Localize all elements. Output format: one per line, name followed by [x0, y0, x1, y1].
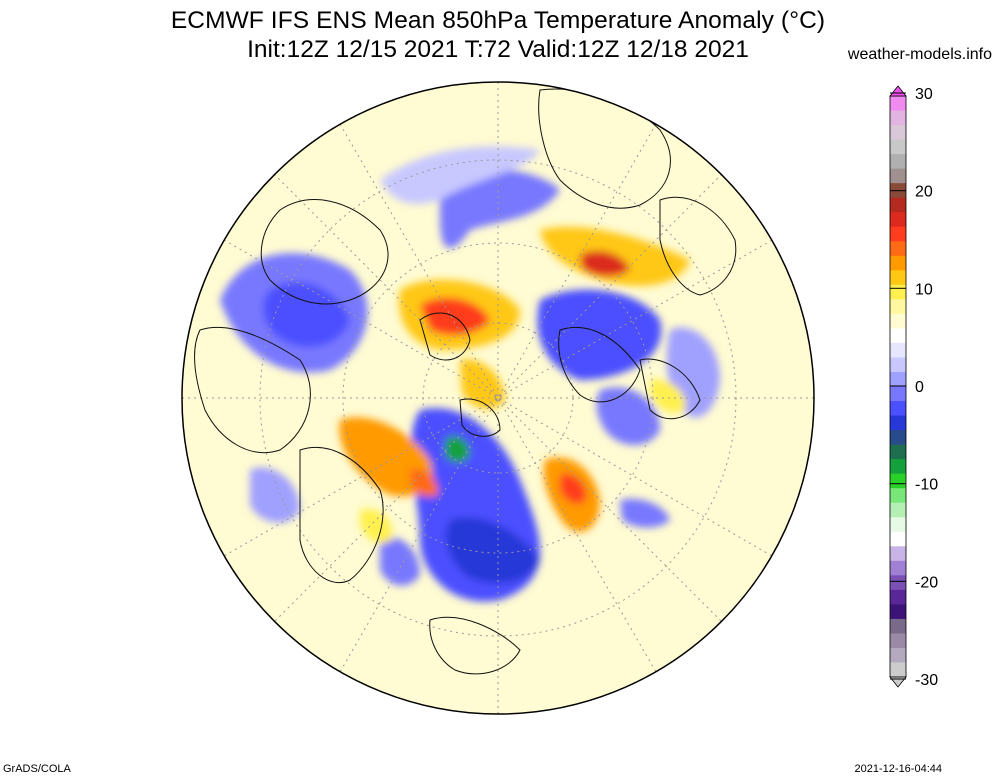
colorbar-block	[890, 502, 906, 518]
map-title: ECMWF IFS ENS Mean 850hPa Temperature An…	[170, 7, 826, 34]
colorbar-label: 30	[915, 86, 933, 103]
warm-anomaly-north-america-core	[410, 469, 439, 497]
colorbar-label: -30	[915, 672, 938, 689]
colorbar-block	[890, 589, 906, 605]
warm-anomaly-central	[460, 359, 505, 409]
colorbar-block	[890, 647, 906, 663]
colorbar-block	[890, 430, 906, 446]
warm-anomaly-arctic-core	[420, 297, 490, 336]
colorbar-block	[890, 328, 906, 344]
colorbar-block	[890, 96, 906, 112]
warm-anomaly-north-america	[339, 417, 433, 497]
colorbar-label: 0	[915, 379, 924, 396]
colorbar-block	[890, 401, 906, 417]
colorbar-block	[890, 241, 906, 257]
colorbar-block	[890, 618, 906, 634]
warm-anomaly-west	[360, 509, 393, 544]
colorbar-block	[890, 488, 906, 504]
cold-anomaly-pacific-green	[445, 435, 470, 463]
colorbar-blocks	[889, 95, 907, 678]
globe-border	[181, 81, 815, 715]
colorbar-block	[890, 604, 906, 620]
colorbar-block	[890, 517, 906, 533]
cold-anomaly-arctic	[440, 169, 560, 249]
colorbar-block	[890, 546, 906, 562]
colorbar-block	[890, 473, 906, 489]
colorbar-labels: 30 20 10 0 -10 -20 -30	[915, 86, 938, 689]
cold-anomaly-greenland	[380, 146, 540, 204]
graticule	[182, 82, 814, 714]
anomaly-field	[182, 82, 814, 714]
colorbar-label: 20	[915, 184, 933, 201]
software-credit: GrADS/COLA	[3, 763, 71, 775]
colorbar-block	[890, 299, 906, 315]
colorbar-block	[890, 371, 906, 388]
colorbar-block	[890, 342, 906, 358]
colorbar-block	[890, 110, 906, 126]
colorbar-block	[890, 212, 906, 228]
colorbar-block	[890, 270, 906, 286]
warm-anomaly-atlantic-core	[560, 474, 587, 504]
colorbar-label: -20	[915, 574, 938, 591]
cold-anomaly-pacific-core	[445, 517, 540, 584]
colorbar-block	[890, 154, 906, 170]
colorbar-block	[890, 255, 906, 271]
colorbar-block	[890, 284, 906, 300]
colorbar-block	[890, 386, 906, 402]
colorbar-block	[890, 357, 906, 373]
cold-anomaly-core-north-america	[263, 281, 350, 347]
colorbar-block	[890, 633, 906, 649]
cold-anomaly-atlantic-south	[620, 498, 670, 528]
colorbar-block	[890, 444, 906, 460]
colorbar-block	[890, 575, 906, 591]
colorbar: 30 20 10 0 -10 -20 -30	[889, 85, 938, 689]
colorbar-block	[890, 226, 906, 242]
colorbar-block	[890, 197, 906, 213]
colorbar-block	[890, 531, 906, 547]
warm-anomaly-siberia-core	[580, 250, 630, 277]
colorbar-label: -10	[915, 477, 938, 494]
warm-anomaly-europe	[650, 379, 686, 413]
colorbar-block	[890, 662, 906, 678]
colorbar-block	[890, 415, 906, 431]
colorbar-block	[890, 125, 906, 141]
cold-anomaly-atlantic-east	[596, 387, 660, 445]
colorbar-block	[890, 313, 906, 329]
colorbar-top-arrow	[889, 85, 907, 97]
colorbar-block	[890, 168, 906, 184]
colorbar-block	[890, 139, 906, 155]
colorbar-ticks	[890, 92, 906, 680]
generation-timestamp: 2021-12-16-04:44	[854, 763, 942, 775]
source-credit: weather-models.info	[847, 46, 992, 63]
cold-anomaly-west	[250, 467, 300, 523]
map-subtitle: Init:12Z 12/15 2021 T:72 Valid:12Z 12/18…	[247, 36, 749, 63]
cold-anomaly-asia-south	[380, 537, 420, 586]
colorbar-label: 10	[915, 281, 933, 298]
colorbar-block	[890, 560, 906, 576]
colorbar-block	[890, 459, 906, 475]
